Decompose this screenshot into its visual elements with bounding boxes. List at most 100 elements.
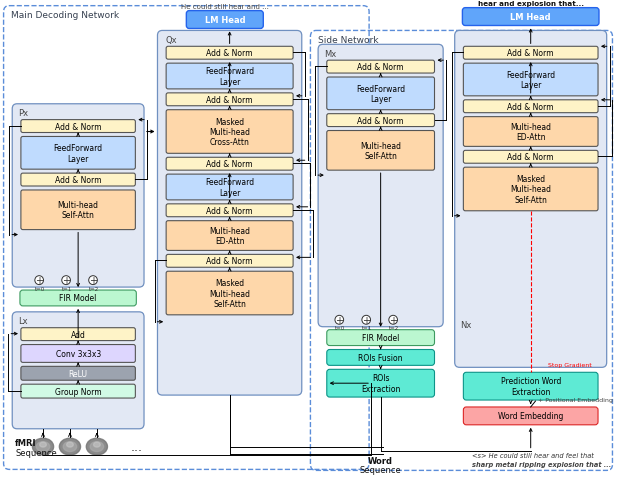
Ellipse shape [36,442,50,452]
FancyBboxPatch shape [327,114,435,127]
FancyBboxPatch shape [186,12,263,29]
Text: Word: Word [368,456,393,465]
Text: Multi-head
Self-Attn: Multi-head Self-Attn [58,201,99,220]
FancyBboxPatch shape [21,120,135,133]
Text: Masked
Multi-head
Cross-Attn: Masked Multi-head Cross-Attn [209,118,250,147]
Text: Add & Norm: Add & Norm [357,63,404,72]
FancyBboxPatch shape [157,31,302,395]
FancyBboxPatch shape [463,168,598,211]
FancyBboxPatch shape [327,330,435,346]
FancyBboxPatch shape [463,372,598,400]
Text: FeedForward
Layer: FeedForward Layer [205,178,254,197]
FancyBboxPatch shape [21,345,135,362]
Text: t=2: t=2 [89,286,99,291]
Text: He could still hear and ...: He could still hear and ... [181,4,269,10]
Circle shape [89,276,97,285]
Text: Mx: Mx [324,49,336,59]
Text: Qx: Qx [165,36,177,45]
FancyBboxPatch shape [454,31,607,368]
Text: ROIs
Extraction: ROIs Extraction [361,374,401,393]
Text: FeedForward
Layer: FeedForward Layer [205,67,254,86]
Text: LM Head: LM Head [510,13,551,22]
FancyBboxPatch shape [21,174,135,187]
Text: ReLU: ReLU [68,369,88,378]
FancyBboxPatch shape [166,47,293,60]
Text: Nx: Nx [460,321,472,330]
FancyBboxPatch shape [327,370,435,397]
Text: hear and explosion that...: hear and explosion that... [477,0,584,7]
FancyBboxPatch shape [463,118,598,147]
FancyBboxPatch shape [327,350,435,366]
FancyBboxPatch shape [463,407,598,425]
Text: FeedForward
Layer: FeedForward Layer [54,144,102,163]
Text: Add & Norm: Add & Norm [508,103,554,111]
Text: +: + [62,276,70,286]
FancyBboxPatch shape [166,204,293,217]
FancyBboxPatch shape [166,272,293,315]
Text: LM Head: LM Head [205,16,245,25]
Text: t=1: t=1 [62,286,72,291]
Text: Add & Norm: Add & Norm [55,122,101,132]
Text: +: + [35,276,43,286]
Text: Sequence: Sequence [15,448,57,457]
Text: Add & Norm: Add & Norm [508,153,554,162]
FancyBboxPatch shape [463,47,598,60]
Text: Add & Norm: Add & Norm [206,49,253,58]
Ellipse shape [60,438,81,455]
Text: Px: Px [18,109,28,118]
FancyBboxPatch shape [21,384,135,398]
Ellipse shape [63,442,77,452]
Text: Add & Norm: Add & Norm [357,116,404,125]
Text: t=0: t=0 [335,325,345,331]
Text: ...: ... [131,440,142,453]
FancyBboxPatch shape [166,64,293,90]
Text: Word Embedding: Word Embedding [498,411,563,420]
FancyBboxPatch shape [463,9,599,26]
Text: t=1: t=1 [362,325,372,331]
Text: Lx: Lx [18,317,28,325]
Text: Conv 3x3x3: Conv 3x3x3 [56,349,100,358]
FancyBboxPatch shape [166,175,293,201]
Circle shape [335,316,344,324]
Text: Stop Gradient: Stop Gradient [548,362,592,367]
Text: Add & Norm: Add & Norm [206,257,253,266]
Text: Add: Add [70,330,86,339]
Text: + Positional Embedding: + Positional Embedding [538,396,613,402]
FancyBboxPatch shape [318,45,443,327]
Text: t=0: t=0 [35,286,45,291]
Circle shape [62,276,70,285]
Text: Prediction Word
Extraction: Prediction Word Extraction [500,377,561,396]
Text: Add & Norm: Add & Norm [508,49,554,58]
Text: Sequence: Sequence [360,465,401,474]
FancyBboxPatch shape [21,328,135,341]
Text: Group Norm: Group Norm [55,387,101,396]
Text: Multi-head
Self-Attn: Multi-head Self-Attn [360,141,401,161]
FancyBboxPatch shape [21,367,135,381]
Text: <s> He could still hear and feel that: <s> He could still hear and feel that [472,452,594,457]
Text: +: + [362,315,370,325]
Text: Multi-head
ED-Attn: Multi-head ED-Attn [510,122,551,142]
Ellipse shape [33,438,54,455]
FancyBboxPatch shape [166,221,293,251]
Text: FeedForward
Layer: FeedForward Layer [506,71,556,90]
Text: fMRI: fMRI [15,438,36,447]
Text: Multi-head
ED-Attn: Multi-head ED-Attn [209,227,250,246]
FancyBboxPatch shape [166,94,293,107]
Text: Add & Norm: Add & Norm [55,176,101,185]
FancyBboxPatch shape [21,191,135,230]
Circle shape [35,276,44,285]
Text: Add & Norm: Add & Norm [206,160,253,169]
FancyBboxPatch shape [327,131,435,171]
FancyBboxPatch shape [12,312,144,429]
Circle shape [389,316,397,324]
Text: +: + [389,315,397,325]
Ellipse shape [93,442,100,447]
Text: Main Decoding Network: Main Decoding Network [12,11,120,20]
Text: Masked
Multi-head
Self-Attn: Masked Multi-head Self-Attn [209,278,250,308]
Ellipse shape [86,438,108,455]
Ellipse shape [67,442,74,447]
Text: Side Network: Side Network [318,36,379,45]
FancyBboxPatch shape [463,151,598,164]
Ellipse shape [90,442,104,452]
FancyBboxPatch shape [463,64,598,96]
